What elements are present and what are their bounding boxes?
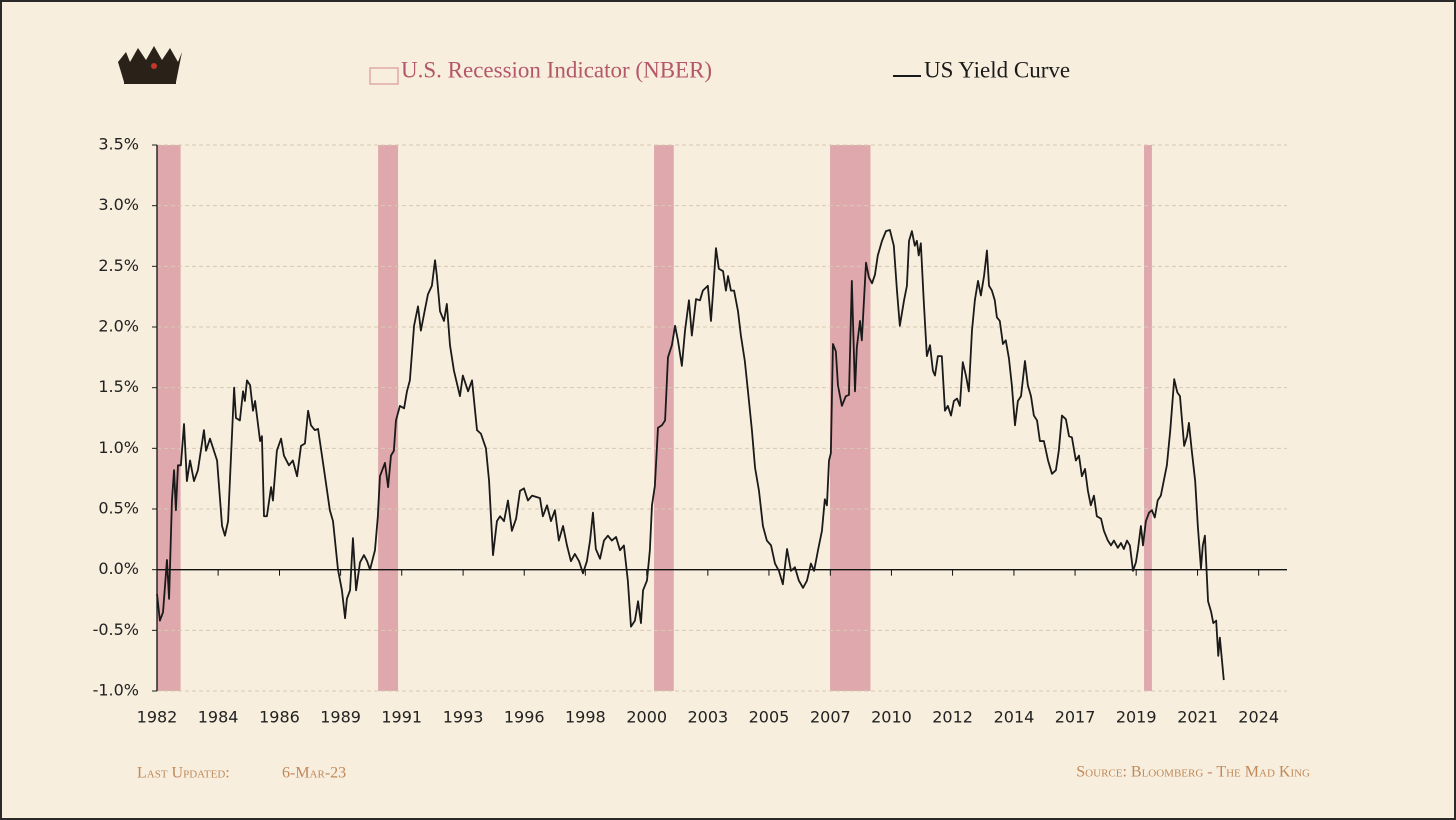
y-tick-label: -1.0% <box>93 681 139 700</box>
x-tick-label: 2000 <box>626 708 667 727</box>
crown-logo <box>118 46 182 84</box>
y-tick-label: 0.5% <box>98 499 139 518</box>
y-tick-label: 3.5% <box>98 135 139 154</box>
x-tick-label: 2019 <box>1116 708 1157 727</box>
x-tick-label: 1996 <box>504 708 545 727</box>
legend-label: U.S. Recession Indicator (NBER) <box>401 57 712 82</box>
plot-area: -1.0% -0.5% 0.0% 0.5% 1.0% 1.5% 2.0% 2.5% 3.0% 3.… <box>93 135 1287 727</box>
y-tick-label: 1.5% <box>98 377 139 396</box>
x-tick-label: 2007 <box>810 708 851 727</box>
recession-band <box>378 145 399 691</box>
y-tick-label: -0.5% <box>93 620 139 639</box>
x-tick-label: 2014 <box>994 708 1035 727</box>
x-tick-label: 1984 <box>198 708 239 727</box>
x-tick-label: 1991 <box>381 708 422 727</box>
x-tick-label: 2024 <box>1238 708 1279 727</box>
updated-label: Last Updated: <box>137 765 230 782</box>
x-tick-label: 2021 <box>1177 708 1218 727</box>
legend-label: US Yield Curve <box>924 57 1070 82</box>
y-tick-label: 2.0% <box>98 317 139 336</box>
x-tick-label: 2012 <box>932 708 973 727</box>
x-tick-label: 1982 <box>137 708 178 727</box>
recession-band <box>157 145 181 691</box>
legend-swatch <box>369 67 399 85</box>
x-tick-label: 1986 <box>259 708 300 727</box>
y-tick-label: 2.5% <box>98 256 139 275</box>
x-tick-label: 2005 <box>749 708 790 727</box>
recession-band <box>1144 145 1152 691</box>
x-tick-label: 1998 <box>565 708 606 727</box>
x-tick-label: 1989 <box>320 708 361 727</box>
recession-band <box>830 145 871 691</box>
x-tick-label: 2003 <box>687 708 728 727</box>
y-tick-label: 0.0% <box>98 559 139 578</box>
x-tick-label: 1993 <box>443 708 484 727</box>
x-tick-label: 2010 <box>871 708 912 727</box>
recession-band <box>654 145 674 691</box>
y-tick-label: 3.0% <box>98 195 139 214</box>
updated-date: 6-Mar-23 <box>282 765 346 782</box>
yield-curve-line <box>156 229 1225 681</box>
source: Source: Bloomberg - The Mad King <box>1076 764 1310 781</box>
x-tick-label: 2017 <box>1055 708 1096 727</box>
y-tick-label: 1.0% <box>98 438 139 457</box>
